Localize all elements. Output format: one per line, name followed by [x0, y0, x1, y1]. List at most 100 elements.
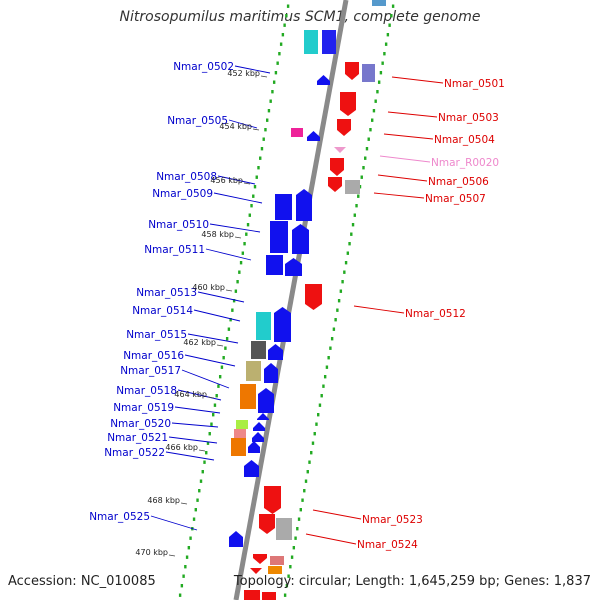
- tick-mark: [379, 71, 383, 75]
- tick-mark: [192, 517, 196, 521]
- tick-mark: [329, 346, 332, 350]
- gene-block: [246, 361, 261, 381]
- kbp-tick: [243, 182, 251, 185]
- gene-block: [240, 384, 256, 409]
- tick-mark: [339, 289, 343, 293]
- forward-gene-arrow: [264, 363, 278, 383]
- rna-gene-arrow: [334, 147, 346, 153]
- gene-block: [304, 30, 318, 54]
- kbp-tick: [234, 236, 242, 239]
- tick-mark: [334, 318, 337, 322]
- tick-mark: [279, 42, 283, 46]
- reverse-gene-arrow: [264, 486, 281, 514]
- tick-mark: [337, 299, 341, 303]
- tick-mark: [285, 584, 289, 588]
- gene-label: Nmar_0522: [104, 447, 165, 459]
- tick-mark: [369, 128, 372, 132]
- tick-mark: [208, 432, 211, 436]
- tick-mark: [194, 508, 197, 512]
- label-leader-line: [197, 291, 245, 303]
- tick-mark: [189, 536, 192, 540]
- kbp-label: 464 kbp: [174, 390, 207, 399]
- tick-mark: [383, 52, 386, 56]
- label-leader-line: [181, 369, 230, 389]
- tick-mark: [323, 375, 327, 379]
- gene-block: [276, 518, 292, 540]
- tick-mark: [377, 80, 381, 84]
- label-leader-line: [387, 111, 438, 118]
- kbp-tick: [207, 396, 215, 399]
- tick-mark: [353, 213, 356, 217]
- kbp-label: 462 kbp: [183, 338, 216, 347]
- label-leader-line: [171, 422, 219, 428]
- kbp-label: 454 kbp: [219, 122, 252, 131]
- tick-mark: [304, 479, 308, 483]
- tick-rings: [178, 4, 395, 597]
- forward-gene-arrow: [257, 413, 269, 420]
- gene-label: Nmar_0511: [144, 244, 205, 256]
- tick-mark: [229, 318, 232, 322]
- gene-label: Nmar_0524: [357, 539, 418, 551]
- forward-gene-arrow: [292, 224, 309, 254]
- kbp-label: 466 kbp: [165, 443, 198, 452]
- label-leader-line: [193, 309, 241, 322]
- tick-mark: [357, 194, 360, 198]
- label-leader-line: [174, 406, 221, 414]
- genome-title: Nitrosopumilus maritimus SCM1, complete …: [119, 9, 481, 25]
- accession-text: Accession: NC_010085: [8, 574, 156, 589]
- label-leader-line: [213, 192, 263, 204]
- kbp-tick: [198, 449, 206, 452]
- tick-mark: [187, 546, 191, 550]
- reverse-gene-arrow: [328, 177, 342, 192]
- tick-mark: [201, 470, 204, 474]
- gene-label: Nmar_0514: [132, 305, 193, 317]
- gene-label: Nmar_0505: [167, 115, 228, 127]
- gene-block: [256, 312, 271, 340]
- tick-mark: [252, 194, 255, 198]
- reverse-gene-arrow: [345, 62, 359, 80]
- label-leader-line: [184, 354, 236, 367]
- tick-mark: [274, 71, 278, 75]
- tick-mark: [238, 270, 241, 274]
- gene-block: [251, 341, 266, 359]
- tick-mark: [213, 403, 217, 407]
- tick-mark: [290, 555, 294, 559]
- gene-block: [291, 128, 303, 137]
- reverse-gene-arrow: [250, 568, 262, 574]
- tick-mark: [301, 498, 304, 502]
- topology-text: Topology: circular; Length: 1,645,259 bp…: [233, 574, 591, 589]
- tick-mark: [381, 61, 384, 65]
- tick-mark: [272, 80, 276, 84]
- gene-label: Nmar_0510: [148, 219, 209, 231]
- gene-label: Nmar_0516: [123, 350, 184, 362]
- gene-block: [234, 429, 246, 438]
- tick-mark: [294, 536, 297, 540]
- gene-label: Nmar_0504: [434, 134, 495, 146]
- forward-gene-arrow: [253, 422, 265, 431]
- label-leader-line: [168, 436, 218, 444]
- tick-mark: [325, 365, 329, 369]
- tick-mark: [367, 137, 370, 141]
- tick-mark: [341, 280, 344, 284]
- reverse-gene-arrow: [305, 284, 322, 310]
- gene-block: [345, 180, 360, 194]
- gene-block: [236, 420, 248, 429]
- tick-mark: [374, 99, 377, 103]
- forward-gene-arrow: [252, 432, 264, 442]
- forward-gene-arrow: [274, 307, 291, 342]
- tick-mark: [358, 185, 362, 189]
- tick-mark: [278, 52, 281, 56]
- tick-mark: [310, 451, 313, 455]
- tick-mark: [308, 460, 311, 464]
- tick-mark: [350, 232, 353, 236]
- tick-mark: [205, 451, 208, 455]
- tick-mark: [185, 555, 189, 559]
- tick-mark: [388, 23, 391, 27]
- tick-mark: [271, 90, 274, 94]
- tick-mark: [391, 4, 395, 8]
- forward-gene-arrow: [229, 531, 243, 547]
- tick-mark: [390, 14, 393, 18]
- forward-gene-arrow: [317, 75, 330, 85]
- label-leader-line: [373, 192, 425, 199]
- gene-label: Nmar_0515: [126, 329, 187, 341]
